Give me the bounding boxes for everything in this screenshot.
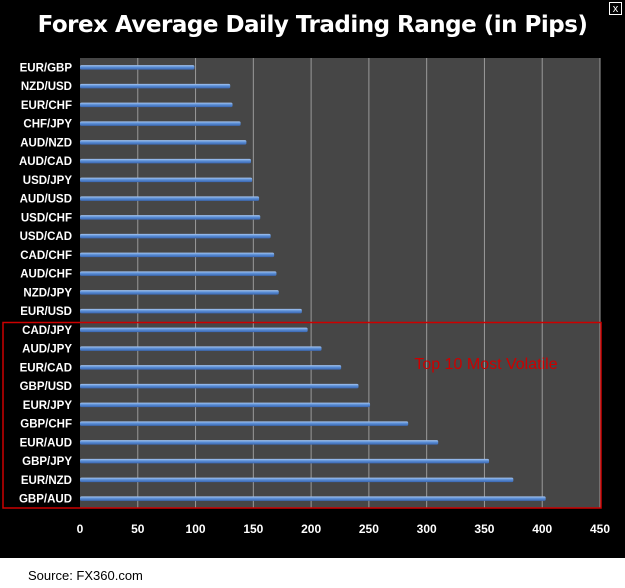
category-label: EUR/CHF [21, 100, 72, 112]
bar-aud-jpy [80, 346, 322, 351]
category-label: EUR/NZD [21, 475, 72, 487]
bar-eur-cad [80, 365, 342, 370]
category-label: EUR/JPY [23, 400, 73, 412]
category-label: EUR/AUD [20, 437, 72, 449]
bar-aud-chf [80, 271, 277, 276]
bar-eur-aud [80, 440, 439, 445]
bar-nzd-jpy [80, 290, 279, 295]
bar-eur-jpy [80, 402, 371, 408]
bar-aud-nzd [80, 140, 247, 145]
category-label: GBP/AUD [19, 494, 72, 506]
bar-eur-gbp [80, 65, 195, 70]
x-tick-label: 50 [131, 522, 145, 536]
category-label: AUD/USD [20, 194, 72, 206]
bar-gbp-usd [80, 383, 359, 389]
category-label: GBP/CHF [20, 419, 72, 431]
plot-area [80, 58, 600, 508]
x-tick-label: 100 [186, 522, 206, 536]
bars [80, 65, 546, 501]
category-label: AUD/CHF [20, 269, 72, 281]
close-icon[interactable]: x [609, 2, 622, 15]
category-label: GBP/USD [20, 381, 72, 393]
x-tick-label: 300 [417, 522, 437, 536]
bar-chf-jpy [80, 121, 241, 126]
bar-usd-jpy [80, 177, 253, 183]
category-label: NZD/USD [21, 81, 72, 93]
bar-usd-cad [80, 233, 271, 239]
bar-nzd-usd [80, 83, 231, 89]
chart-frame: EUR/GBP NZD/USD EUR/CHF CHF/JPY AUD/NZD AUD/C… [0, 0, 625, 558]
annotation-label: Top 10 Most Volatile [414, 356, 557, 373]
bar-aud-usd [80, 196, 260, 201]
bar-chart: EUR/GBP NZD/USD EUR/CHF CHF/JPY AUD/NZD AUD/C… [2, 58, 611, 536]
bar-eur-usd [80, 308, 302, 314]
bar-gbp-chf [80, 421, 409, 426]
bar-gbp-aud [80, 496, 546, 501]
x-tick-label: 450 [590, 522, 610, 536]
category-label: NZD/JPY [23, 287, 72, 299]
bar-gbp-jpy [80, 458, 490, 464]
x-tick-label: 250 [359, 522, 379, 536]
category-label: EUR/USD [20, 306, 72, 318]
category-label: CHF/JPY [23, 119, 72, 131]
category-label: AUD/NZD [20, 137, 72, 149]
category-label: GBP/JPY [22, 456, 72, 468]
category-label: CAD/CHF [20, 250, 72, 262]
x-tick-label: 350 [474, 522, 494, 536]
bar-eur-chf [80, 102, 233, 108]
chart-title: Forex Average Daily Trading Range (in Pi… [37, 12, 588, 38]
source-caption: Source: FX360.com [28, 568, 143, 583]
category-label: EUR/GBP [20, 62, 73, 74]
bar-usd-chf [80, 215, 261, 220]
x-tick-label: 400 [532, 522, 552, 536]
x-tick-label: 150 [243, 522, 263, 536]
category-label: AUD/JPY [22, 344, 72, 356]
category-label: USD/CHF [21, 212, 72, 224]
bar-cad-chf [80, 252, 275, 258]
x-tick-label: 0 [77, 522, 84, 536]
category-label: USD/CAD [20, 231, 72, 243]
gridlines [137, 58, 601, 508]
bar-cad-jpy [80, 327, 308, 333]
bar-eur-nzd [80, 477, 514, 483]
bar-aud-cad [80, 158, 252, 164]
category-label: USD/JPY [23, 175, 73, 187]
category-label: EUR/CAD [20, 362, 72, 374]
category-label: AUD/CAD [19, 156, 72, 168]
x-tick-label: 200 [301, 522, 321, 536]
category-label: CAD/JPY [22, 325, 72, 337]
top-10-highlight-box [2, 321, 602, 509]
x-tick-labels: 0 50 100 150 200 250 300 350 400 450 [77, 522, 611, 536]
category-labels: EUR/GBP NZD/USD EUR/CHF CHF/JPY AUD/NZD AUD/C… [19, 62, 72, 505]
